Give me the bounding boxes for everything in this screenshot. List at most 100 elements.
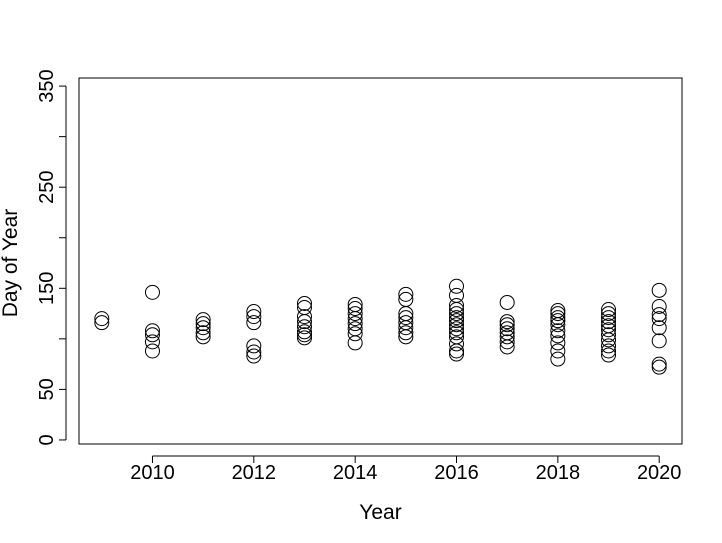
y-tick-label: 350 (36, 69, 58, 102)
data-point (246, 304, 262, 320)
data-point (94, 311, 110, 327)
data-point (499, 317, 515, 333)
data-point (449, 306, 465, 322)
data-point (398, 291, 414, 307)
data-point (347, 316, 363, 332)
data-point (449, 297, 465, 313)
data-point (499, 294, 515, 310)
data-point (449, 302, 465, 318)
y-tick-label: 250 (36, 171, 58, 204)
plot-frame (78, 77, 683, 445)
x-axis: 2010 2012 2014 2016 2018 2020 (130, 455, 682, 484)
y-tick-label: 150 (36, 272, 58, 305)
data-point (398, 329, 414, 345)
data-point (601, 338, 617, 354)
data-point (601, 314, 617, 330)
x-axis-title: Year (359, 501, 401, 524)
data-point (195, 329, 211, 345)
data-point (144, 327, 160, 343)
data-point (144, 323, 160, 339)
data-point (398, 286, 414, 302)
data-point (601, 302, 617, 318)
data-point (347, 306, 363, 322)
x-tick-label: 2012 (232, 462, 277, 484)
data-point (449, 313, 465, 329)
data-point (296, 330, 312, 346)
x-tick-label: 2018 (536, 462, 581, 484)
data-point (550, 306, 566, 322)
data-point (195, 325, 211, 341)
data-point (246, 338, 262, 354)
data-point (550, 351, 566, 367)
data-point (449, 278, 465, 294)
data-point (144, 343, 160, 359)
data-point (651, 320, 667, 336)
x-tick-label: 2016 (434, 462, 479, 484)
data-point (398, 315, 414, 331)
x-tick-label: 2014 (333, 462, 378, 484)
data-point (296, 324, 312, 340)
data-point (347, 296, 363, 312)
data-point (449, 329, 465, 345)
data-points (94, 278, 667, 375)
data-point (550, 323, 566, 339)
data-point (601, 318, 617, 334)
data-point (550, 310, 566, 326)
y-tick-label: 50 (36, 378, 58, 400)
data-point (499, 321, 515, 337)
data-point (651, 298, 667, 314)
data-point (499, 325, 515, 341)
data-point (651, 333, 667, 349)
data-point (449, 321, 465, 337)
data-point (398, 306, 414, 322)
y-axis-title: Day of Year (0, 209, 22, 318)
data-point (347, 335, 363, 351)
data-point (651, 282, 667, 298)
data-point (651, 356, 667, 372)
data-point (601, 343, 617, 359)
data-point (144, 284, 160, 300)
data-point (651, 307, 667, 323)
data-point (550, 303, 566, 319)
data-point (449, 287, 465, 303)
data-point (449, 346, 465, 362)
data-point (246, 315, 262, 331)
data-point (449, 336, 465, 352)
data-point (347, 321, 363, 337)
data-point (601, 322, 617, 338)
data-point (499, 329, 515, 345)
data-point (550, 328, 566, 344)
data-point (601, 310, 617, 326)
data-point (550, 335, 566, 351)
data-point (449, 310, 465, 326)
data-point (296, 300, 312, 316)
data-point (601, 327, 617, 343)
x-tick-label: 2010 (130, 462, 175, 484)
data-point (195, 312, 211, 328)
data-point (195, 320, 211, 336)
data-point (195, 316, 211, 332)
data-point (296, 319, 312, 335)
data-point (296, 327, 312, 343)
data-point (651, 359, 667, 375)
x-tick-label: 2020 (637, 462, 682, 484)
data-point (550, 343, 566, 359)
data-point (246, 348, 262, 364)
data-point (94, 315, 110, 331)
y-tick-label: 0 (36, 434, 58, 445)
data-point (296, 295, 312, 311)
data-point (347, 326, 363, 342)
data-point (144, 334, 160, 350)
data-point (398, 325, 414, 341)
data-point (499, 314, 515, 330)
data-point (499, 334, 515, 350)
data-point (601, 306, 617, 322)
y-axis: 0 50 150 250 350 (36, 69, 67, 446)
data-point (651, 311, 667, 327)
data-point (246, 344, 262, 360)
data-point (347, 301, 363, 317)
data-point (296, 309, 312, 325)
data-point (601, 347, 617, 363)
data-point (449, 317, 465, 333)
